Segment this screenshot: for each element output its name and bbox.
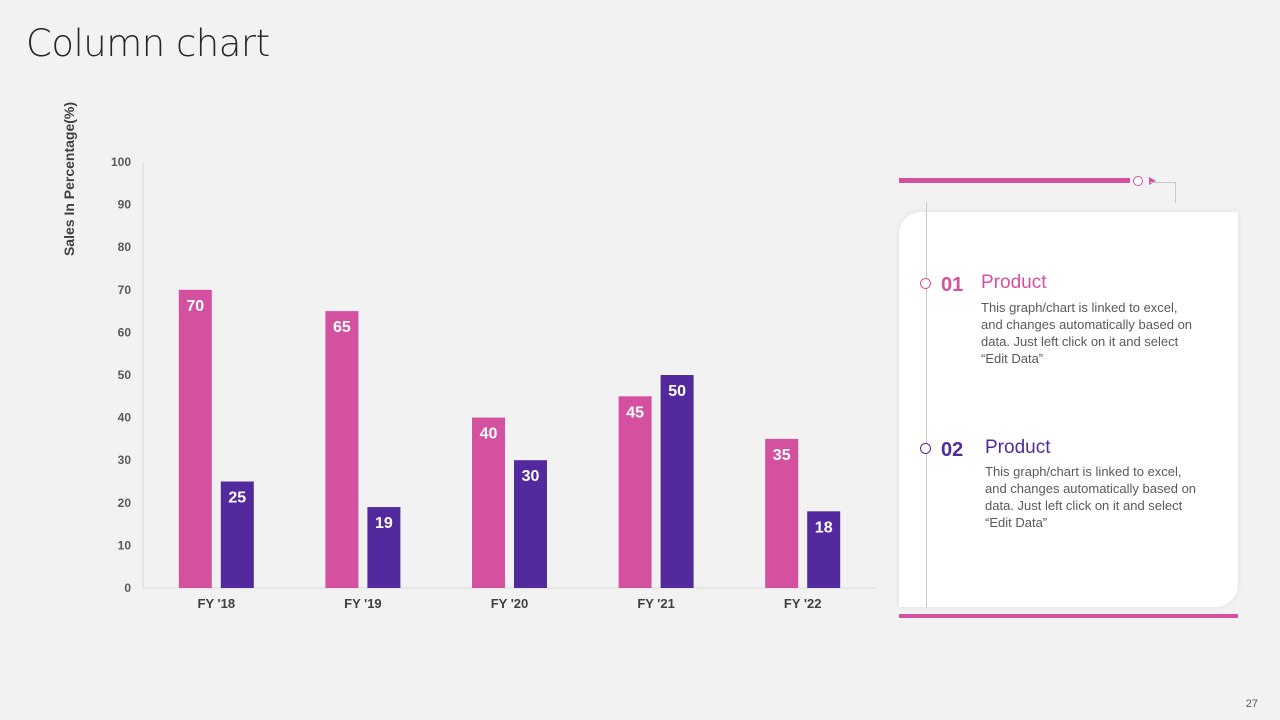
bar [618, 396, 652, 588]
x-tick-label: FY '18 [198, 596, 236, 611]
y-tick-label: 0 [124, 581, 131, 595]
column-chart: 0 10 20 30 40 50 60 70 80 90 100 Sales In Percentag… [61, 102, 876, 611]
bar [178, 289, 212, 588]
y-tick-label: 20 [118, 496, 132, 510]
item-1-title: Product [981, 272, 1047, 293]
circle-icon [1133, 176, 1143, 186]
y-axis-title: Sales In Percentage(%) [61, 102, 77, 256]
data-label: 50 [668, 383, 686, 400]
bar [325, 311, 359, 588]
y-tick-label: 90 [118, 198, 132, 212]
y-tick-label: 10 [118, 538, 132, 552]
y-tick-label: 70 [118, 283, 132, 297]
data-label: 35 [773, 447, 791, 464]
bar [472, 417, 505, 588]
slide-title: Column chart [26, 22, 270, 65]
y-tick-label: 100 [111, 155, 131, 169]
accent-bar-bottom [899, 614, 1238, 618]
bar [367, 507, 401, 588]
data-label: 40 [480, 426, 498, 443]
info-card [899, 212, 1238, 607]
arrow-right-icon [1149, 177, 1156, 185]
x-tick-label: FY '20 [491, 596, 529, 611]
accent-bar-top [899, 178, 1130, 183]
data-label: 70 [186, 298, 204, 315]
data-label: 30 [522, 468, 540, 485]
y-tick-label: 50 [118, 368, 132, 382]
data-label: 19 [375, 515, 393, 532]
item-2-title: Product [985, 437, 1051, 458]
connector-line [1150, 182, 1176, 203]
x-tick-label: FY '19 [344, 596, 382, 611]
bar [660, 375, 694, 588]
item-2-number: 02 [941, 439, 964, 461]
data-label: 45 [626, 404, 644, 421]
item-1-number: 01 [941, 274, 964, 296]
item-1-description: This graph/chart is linked to excel, and… [981, 300, 1193, 366]
y-tick-label: 40 [118, 411, 132, 425]
data-label: 18 [815, 519, 833, 536]
y-tick-label: 60 [118, 325, 132, 339]
bar [514, 460, 547, 588]
y-tick-label: 30 [118, 453, 132, 467]
bar [807, 511, 841, 588]
bar [765, 438, 799, 588]
timeline-line [926, 202, 927, 607]
item-1-bullet-icon [920, 278, 931, 289]
bar [220, 481, 254, 588]
y-tick-label: 80 [118, 240, 132, 254]
x-tick-label: FY '21 [637, 596, 675, 611]
item-2-description: This graph/chart is linked to excel, and… [985, 464, 1197, 530]
x-tick-label: FY '22 [784, 596, 822, 611]
data-label: 25 [228, 490, 246, 507]
item-2-bullet-icon [920, 443, 931, 454]
data-label: 65 [333, 319, 351, 336]
page-number: 27 [1245, 698, 1258, 710]
